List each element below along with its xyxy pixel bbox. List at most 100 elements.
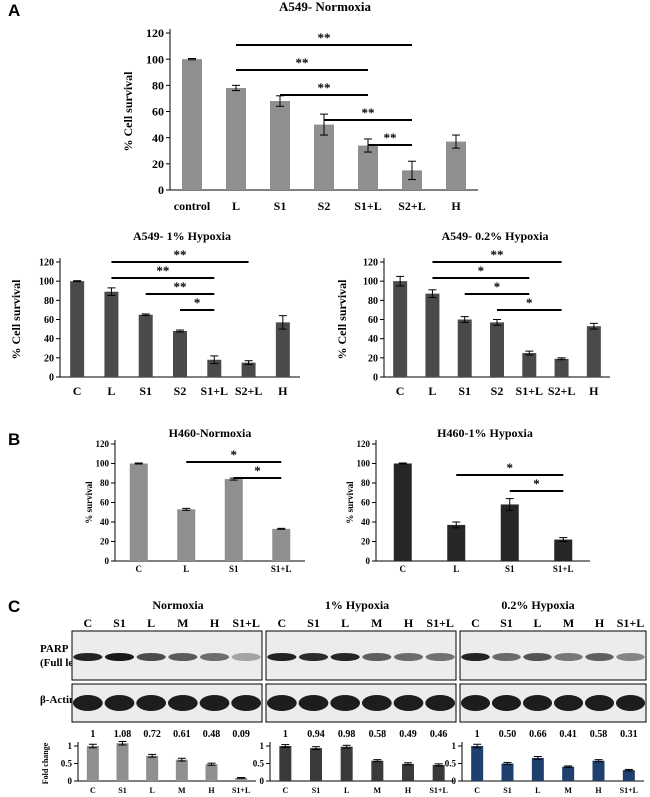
chart-3-significance-label: * [526,295,533,310]
chart-3-category-label: C [396,384,405,398]
blot-3-lane-label: M [563,616,574,630]
chart-8-category-label: M [564,786,572,795]
chart-3-category-label: S1+L [516,384,544,398]
chart-2-y-tick-label: 80 [44,296,54,307]
blot-2-actin-band [330,695,361,711]
chart-5-title: H460-1% Hypoxia [437,426,533,440]
blot-2-parp-band [298,653,329,661]
chart-3-y-tick-label: 0 [373,373,378,384]
chart-7-value-label: 0.94 [307,729,325,740]
blot-2-actin-band [266,695,297,711]
chart-5-category-label: C [400,564,407,574]
blot-3-lane-label: L [533,616,541,630]
blot-3-lane-label: S1+L [617,616,645,630]
chart-2-y-tick-label: 60 [44,315,54,326]
chart-3-y-tick-label: 60 [368,315,378,326]
chart-3-significance-label: ** [491,247,504,262]
chart-6-bar [205,764,218,781]
chart-1-y-tick-label: 100 [146,52,164,66]
blot-1-lane-label: L [147,616,155,630]
chart-4-category-label: S1+L [271,564,292,574]
blot-3-lane-label: H [595,616,605,630]
chart-3-bar [457,319,472,377]
blot-2-lane-label: L [341,616,349,630]
chart-8-category-label: S1+L [620,786,638,795]
chart-4-y-label: % survival [84,481,94,524]
chart-4-bar [272,528,291,561]
chart-8-bar [471,746,484,781]
blot-2-actin-band [393,695,424,711]
blot-3-actin-band [522,695,553,711]
chart-3-title: A549- 0.2% Hypoxia [441,229,548,243]
chart-6-value-label: 0.61 [173,729,191,740]
blot-2-lane-label: M [371,616,382,630]
blot-2-parp-band [362,653,392,661]
chart-1-y-label: % Cell survival [121,71,135,152]
chart-8-value-label: 0.58 [590,729,608,740]
chart-3-significance-label: * [478,263,485,278]
chart-3-category-label: S1 [458,384,471,398]
chart-6-bar [146,755,159,781]
chart-2-bar [138,314,153,377]
chart-8-value-label: 1 [475,729,480,740]
chart-8-value-label: 0.41 [559,729,577,740]
blot-1-actin-band [231,695,262,711]
chart-5-bar [554,539,573,561]
chart-1-bar [402,170,422,190]
chart-6-bar [116,743,129,781]
chart-8-category-label: S1 [503,786,511,795]
chart-4-bar [129,463,148,561]
chart-1-title: A549- Normoxia [279,0,372,14]
chart-6-y-tick-label: 1 [68,741,73,751]
chart-8-bar [531,757,544,781]
chart-5-y-tick-label: 20 [361,537,371,547]
chart-7-value-label: 0.98 [338,729,356,740]
chart-6-value-label: 1 [90,729,95,740]
blot-2-actin-band [298,695,329,711]
chart-7-y-tick-label: 1 [260,741,265,751]
chart-4-significance-label: * [231,447,238,462]
blot-1-actin-band [72,695,103,711]
chart-3-y-label: % Cell survival [335,279,349,360]
chart-3-significance-label: * [494,279,501,294]
chart-6-value-label: 0.09 [232,729,250,740]
chart-7-category-label: S1+L [429,786,447,795]
chart-2-significance-label: ** [174,247,187,262]
chart-7-bar [371,760,384,781]
chart-2-category-label: L [107,384,115,398]
blot-1-parp-membrane [71,630,263,681]
chart-3-category-label: S2 [491,384,504,398]
chart-4-y-tick-label: 0 [105,556,110,566]
chart-5-y-label: % survival [345,481,355,524]
chart-4-bar [224,479,243,561]
chart-2-category-label: C [73,384,82,398]
chart-8-category-label: H [595,786,602,795]
blot-3-parp-band [616,653,645,661]
chart-5-category-label: L [453,564,459,574]
blot-1-parp-band [231,653,261,661]
chart-3-bar [586,326,601,377]
chart-6-category-label: S1+L [232,786,250,795]
chart-3-category-label: L [428,384,436,398]
chart-5-y-tick-label: 80 [361,478,371,488]
blot-1-parp-band [168,653,198,661]
blot-2-parp-band [393,653,424,661]
chart-3-y-tick-label: 20 [368,353,378,364]
chart-2-category-label: S1 [139,384,152,398]
chart-5-significance-label: * [507,460,514,475]
chart-6-category-label: C [90,786,96,795]
chart-1-bar [270,101,290,190]
chart-1-category-label: control [174,199,211,213]
blot-1-lane-label: C [83,616,92,630]
chart-8-bar [592,760,605,781]
chart-2-bar [241,362,256,377]
blot-1-lane-label: S1+L [232,616,260,630]
blot-3-actin-band [460,695,491,711]
panel-label-a: A [8,1,20,20]
blot-2-lane-label: S1+L [426,616,454,630]
blot-3-parp-band [461,653,490,661]
chart-7-bar [402,763,414,781]
chart-1-significance-label: ** [318,80,331,95]
chart-1-y-tick-label: 40 [152,131,164,145]
chart-2-significance-label: ** [156,263,169,278]
